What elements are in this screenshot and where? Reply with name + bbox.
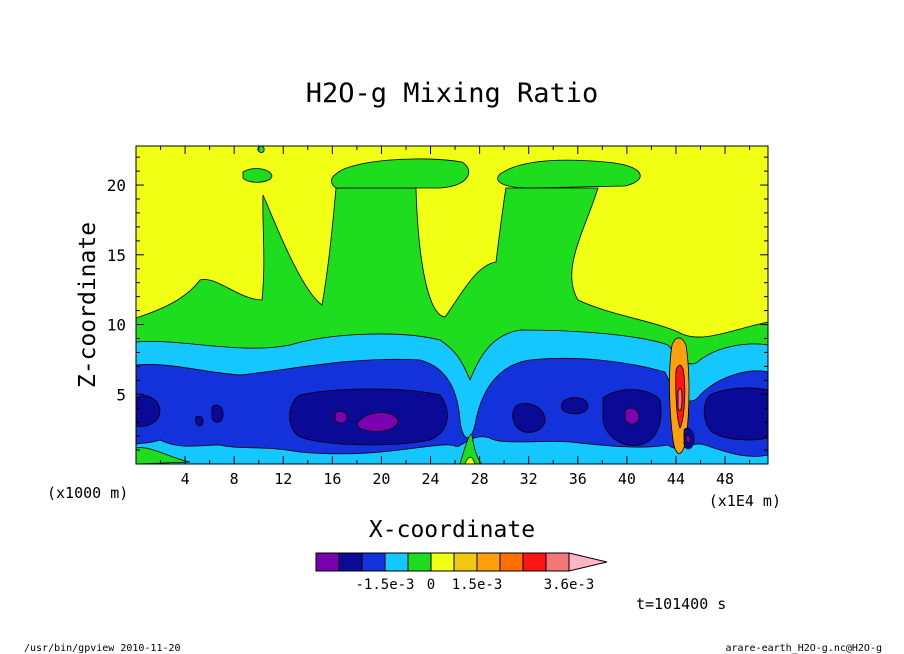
field-purple-3 (624, 407, 640, 425)
time-annotation: t=101400 s (636, 595, 726, 613)
field-green-island-2 (497, 159, 641, 189)
x-unit-right: (x1E4 m) (709, 492, 781, 510)
plot-frame (135, 145, 769, 465)
x-axis-label: X-coordinate (369, 517, 535, 543)
colorbar-label: -1.5e-3 (355, 577, 414, 593)
x-tick-label: 40 (618, 470, 636, 488)
colorbar-arrow (568, 552, 608, 572)
colorbar-swatch (315, 552, 340, 572)
colorbar-swatch (476, 552, 501, 572)
x-tick-label: 32 (520, 470, 538, 488)
field-navy-3 (512, 403, 546, 433)
colorbar-swatch (384, 552, 409, 572)
colorbar-label: 1.5e-3 (452, 577, 503, 593)
field-plume-pink (677, 387, 683, 412)
field-navy-8 (195, 415, 204, 427)
x-unit-left: (x1000 m) (47, 484, 128, 502)
colorbar-swatch (338, 552, 363, 572)
colorbar-swatch (545, 552, 570, 572)
footer-left: /usr/bin/gpview 2010-11-20 (24, 643, 181, 654)
colorbar-swatch (522, 552, 547, 572)
colorbar-label: 0 (427, 577, 435, 593)
field-plume-purple (685, 434, 691, 444)
colorbar-swatch (407, 552, 432, 572)
x-tick-label: 28 (471, 470, 489, 488)
field-purple-1 (356, 412, 399, 432)
chart-title: H2O-g Mixing Ratio (306, 78, 599, 109)
colorbar: -1.5e-3 0 1.5e-3 3.6e-3 (315, 552, 608, 593)
contour-field (136, 146, 768, 464)
field-green-island-1 (331, 158, 470, 189)
y-tick-label: 5 (116, 385, 126, 404)
field-navy-4 (560, 397, 589, 415)
x-tick-label: 44 (667, 470, 685, 488)
y-tick-label: 20 (107, 176, 126, 195)
y-tick-label: 15 (107, 246, 126, 265)
x-tick-label: 48 (716, 470, 734, 488)
y-axis-label: Z-coordinate (75, 222, 101, 388)
x-tick-label: 24 (421, 470, 439, 488)
x-tick-label: 20 (372, 470, 390, 488)
field-green-island-3 (242, 168, 273, 183)
x-tick-label: 12 (274, 470, 292, 488)
colorbar-swatch (361, 552, 386, 572)
y-tick-label: 10 (107, 316, 126, 335)
colorbar-label: 3.6e-3 (544, 577, 595, 593)
field-navy-1 (136, 395, 161, 427)
field-navy-6 (703, 387, 768, 441)
x-tick-label: 8 (230, 470, 239, 488)
x-tick-label: 4 (181, 470, 190, 488)
footer-right: arare-earth_H2O-g.nc@H2O-g (725, 643, 882, 654)
x-tick-label: 36 (569, 470, 587, 488)
field-purple-2 (334, 410, 348, 424)
field-navy-7 (211, 404, 224, 423)
colorbar-swatch (499, 552, 524, 572)
colorbar-swatch (430, 552, 455, 572)
colorbar-swatch (453, 552, 478, 572)
x-tick-label: 16 (323, 470, 341, 488)
field-bottom-green-2 (136, 447, 191, 464)
